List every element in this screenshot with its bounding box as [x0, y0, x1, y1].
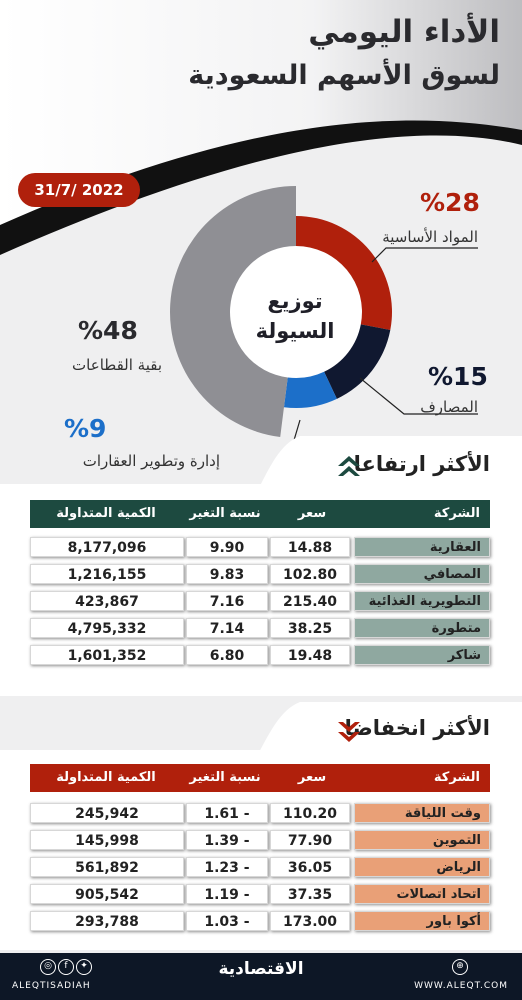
losers-row-4-company: اتحاد اتصالات — [354, 884, 490, 904]
liquidity-donut-chart — [169, 186, 478, 440]
gainers-row-3-volume: 423,867 — [30, 591, 184, 611]
gainers-row-2-change: 9.83 — [186, 564, 268, 584]
double-chevron-down-icon — [338, 722, 360, 742]
gainers-row-4-change: 7.14 — [186, 618, 268, 638]
footer-logo: الاقتصادية — [218, 959, 304, 979]
losers-row-3-company: الرياض — [354, 857, 490, 877]
gainers-row-3-company: التطويرية الغذائية — [354, 591, 490, 611]
gainers-row-4-volume: 4,795,332 — [30, 618, 184, 638]
gainers-header-close: سعر الإغلاق — [290, 506, 335, 549]
gainers-title: الأكثر ارتفاعا — [353, 452, 490, 476]
donut-segment-banks — [324, 324, 391, 399]
losers-row-1-close: 110.20 — [270, 803, 350, 823]
gainers-row-1-close: 14.88 — [270, 537, 350, 557]
gainers-row-1-change: 9.90 — [186, 537, 268, 557]
losers-row-1-change: 1.61 - — [186, 803, 268, 823]
losers-header-company: الشركة — [433, 770, 480, 785]
losers-row-3-close: 36.05 — [270, 857, 350, 877]
losers-row-5-change: 1.03 - — [186, 911, 268, 931]
gainers-row-2-company: المصافي — [354, 564, 490, 584]
gainers-row-3-close: 215.40 — [270, 591, 350, 611]
losers-row-2-company: التموين — [354, 830, 490, 850]
label-realestate: إدارة وتطوير العقارات — [82, 452, 220, 470]
label-banks: المصارف — [420, 398, 478, 416]
pct-banks: %15 — [428, 362, 488, 391]
gainers-row-5-close: 19.48 — [270, 645, 350, 665]
losers-row-1-company: وقت اللياقة — [354, 803, 490, 823]
leader-line-materials — [371, 247, 478, 263]
page-title: الأداء اليومي — [308, 14, 500, 50]
gainers-header-company: الشركة — [433, 506, 480, 521]
facebook-icon[interactable]: f — [58, 959, 74, 975]
gainers-row-4-close: 38.25 — [270, 618, 350, 638]
pct-realestate: %9 — [64, 414, 107, 443]
losers-header-change: نسبة التغير % — [189, 770, 261, 813]
page-subtitle: لسوق الأسهم السعودية — [188, 60, 500, 91]
losers-row-5-close: 173.00 — [270, 911, 350, 931]
gainers-row-5-change: 6.80 — [186, 645, 268, 665]
pct-rest: %48 — [78, 316, 138, 345]
footer-website[interactable]: WWW.ALEQT.COM — [414, 981, 508, 991]
gainers-banner — [255, 436, 522, 496]
losers-row-3-change: 1.23 - — [186, 857, 268, 877]
double-chevron-up-icon — [338, 456, 360, 476]
donut-segment-rest — [169, 186, 296, 438]
gainers-header-volume: الكمية المتداولة — [56, 506, 156, 521]
losers-row-2-close: 77.90 — [270, 830, 350, 850]
label-rest: بقية القطاعات — [72, 356, 162, 374]
gainers-row-3-change: 7.16 — [186, 591, 268, 611]
gainers-row-5-volume: 1,601,352 — [30, 645, 184, 665]
losers-banner — [255, 702, 522, 760]
globe-icon: ⊕ — [452, 959, 468, 975]
pct-materials: %28 — [420, 188, 480, 217]
gainers-row-1-volume: 8,177,096 — [30, 537, 184, 557]
leader-line-banks — [359, 377, 478, 415]
leader-line-realestate — [293, 419, 301, 440]
losers-row-5-volume: 293,788 — [30, 911, 184, 931]
gainers-header-change: نسبة التغير % — [189, 506, 261, 549]
gainers-row-5-company: شاكر — [354, 645, 490, 665]
losers-row-3-volume: 561,892 — [30, 857, 184, 877]
gainers-row-1-company: العقارية — [354, 537, 490, 557]
losers-row-4-volume: 905,542 — [30, 884, 184, 904]
gainers-header-row — [30, 500, 490, 528]
donut-segment-materials — [296, 216, 393, 330]
losers-row-2-change: 1.39 - — [186, 830, 268, 850]
footer: ◎ f ✦ ALEQTISADIAH الاقتصادية ⊕ WWW.ALEQ… — [0, 953, 522, 1000]
losers-row-4-change: 1.19 - — [186, 884, 268, 904]
losers-header-volume: الكمية المتداولة — [56, 770, 156, 785]
losers-header-row — [30, 764, 490, 792]
footer-handle[interactable]: ALEQTISADIAH — [12, 981, 91, 991]
gainers-row-4-company: متطورة — [354, 618, 490, 638]
donut-center-label: توزيع السيولة — [255, 289, 335, 343]
losers-title: الأكثر انخفاضا — [344, 716, 490, 740]
twitter-icon[interactable]: ✦ — [76, 959, 92, 975]
losers-row-5-company: أكوا باور — [354, 911, 490, 931]
losers-row-1-volume: 245,942 — [30, 803, 184, 823]
gainers-row-2-close: 102.80 — [270, 564, 350, 584]
gainers-row-2-volume: 1,216,155 — [30, 564, 184, 584]
donut-segment-realestate — [283, 371, 337, 408]
losers-row-4-close: 37.35 — [270, 884, 350, 904]
losers-row-2-volume: 145,998 — [30, 830, 184, 850]
label-materials: المواد الأساسية — [382, 228, 478, 246]
instagram-icon[interactable]: ◎ — [40, 959, 56, 975]
losers-header-close: سعر الإغلاق — [290, 770, 335, 813]
date-badge: 31/7/ 2022 — [18, 173, 140, 207]
